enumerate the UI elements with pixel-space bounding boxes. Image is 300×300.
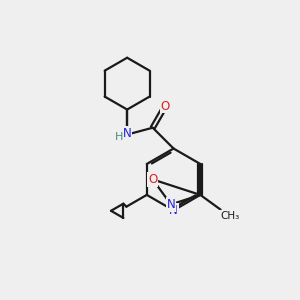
Text: CH₃: CH₃ bbox=[220, 211, 239, 221]
Text: N: N bbox=[123, 127, 131, 140]
Text: H: H bbox=[115, 132, 123, 142]
Text: N: N bbox=[169, 204, 178, 217]
Text: N: N bbox=[167, 198, 175, 211]
Text: O: O bbox=[160, 100, 170, 112]
Text: O: O bbox=[148, 173, 158, 186]
